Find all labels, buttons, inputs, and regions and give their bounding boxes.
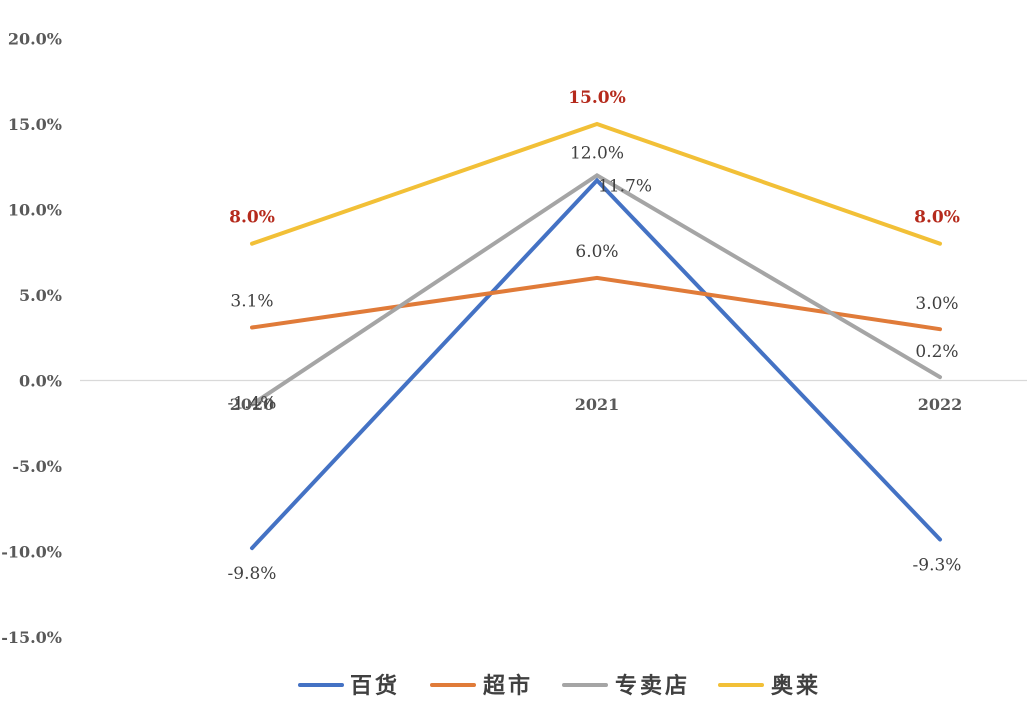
- data-label: 0.2%: [915, 342, 958, 362]
- x-tick-label: 2022: [918, 395, 963, 414]
- series-line: [250, 177, 942, 551]
- data-label: 8.0%: [914, 208, 960, 228]
- data-labels: -9.8% 11.7% -9.3% 3.1% 6.0% 3.0% -1.4% 12.0% 0.2…: [228, 88, 962, 584]
- y-axis-ticks: 20.0% 15.0% 10.0% 5.0% 0.0% -5.0% -10.0% -15.0%: [1, 30, 62, 648]
- y-tick-label: -10.0%: [1, 543, 62, 562]
- x-axis-ticks: 2020 2021 2022: [230, 395, 963, 414]
- data-label: 8.0%: [229, 208, 275, 228]
- data-label: 6.0%: [575, 242, 618, 262]
- data-label: 12.0%: [570, 143, 624, 163]
- y-tick-label: -5.0%: [12, 457, 62, 476]
- data-label: -1.4%: [228, 393, 277, 413]
- series-line: [250, 121, 942, 246]
- y-tick-label: 5.0%: [19, 286, 62, 305]
- data-label: 15.0%: [568, 88, 626, 108]
- y-tick-label: 15.0%: [8, 115, 62, 134]
- data-label: -9.3%: [913, 556, 962, 576]
- series-line: [250, 172, 942, 407]
- y-tick-label: 20.0%: [8, 30, 62, 49]
- y-tick-label: -15.0%: [1, 628, 62, 647]
- legend-label: 超市: [483, 673, 533, 699]
- data-label: 3.1%: [230, 291, 273, 311]
- y-tick-label: 10.0%: [8, 201, 62, 220]
- series-line: [250, 275, 942, 332]
- data-label: 11.7%: [598, 176, 652, 196]
- legend-label: 专卖店: [615, 673, 690, 699]
- legend: 百货 超市 专卖店 奥莱: [298, 673, 821, 699]
- legend-label: 奥莱: [771, 673, 821, 699]
- y-tick-label: 0.0%: [19, 372, 62, 391]
- x-tick-label: 2021: [575, 395, 620, 414]
- legend-label: 百货: [350, 673, 400, 699]
- data-label: 3.0%: [915, 294, 958, 314]
- data-label: -9.8%: [228, 564, 277, 584]
- series-lines: [250, 121, 942, 551]
